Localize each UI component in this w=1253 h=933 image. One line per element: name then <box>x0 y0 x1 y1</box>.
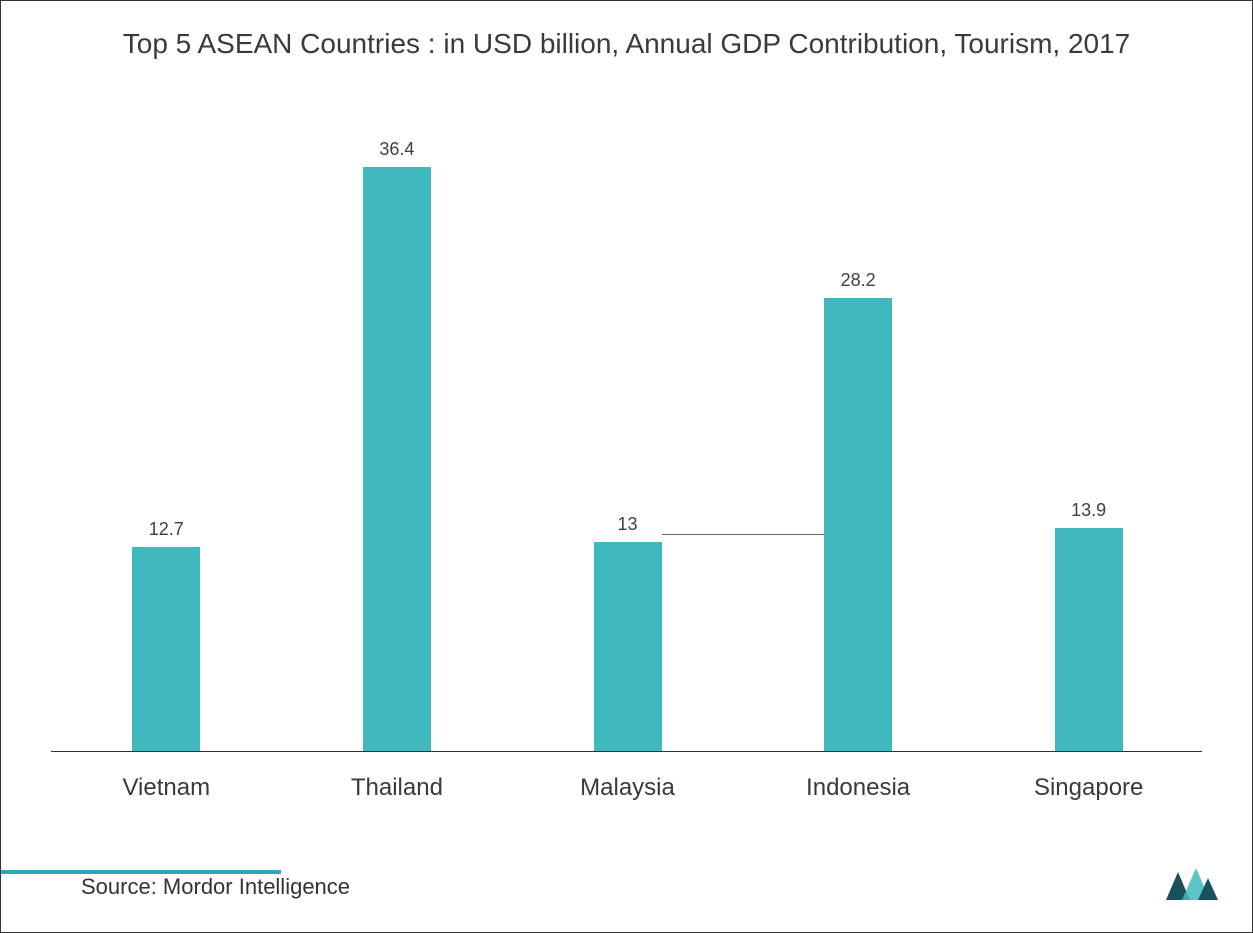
bar-value-label: 36.4 <box>327 139 467 160</box>
bar-value-label: 12.7 <box>96 519 236 540</box>
bar-value-label: 13 <box>558 514 698 535</box>
x-label-thailand: Thailand <box>297 774 497 802</box>
source-attribution: Source: Mordor Intelligence <box>81 874 350 900</box>
x-axis-labels: Vietnam Thailand Malaysia Indonesia Singapor… <box>51 762 1202 812</box>
x-label-malaysia: Malaysia <box>528 774 728 802</box>
chart-area: 12.7 36.4 13 28.2 13.9 Vietnam Thailand Malays… <box>51 141 1202 812</box>
bar-value-label: 28.2 <box>788 270 928 291</box>
bar-singapore: 13.9 <box>1055 528 1123 751</box>
bar-thailand: 36.4 <box>363 167 431 751</box>
chart-container: Top 5 ASEAN Countries : in USD billion, … <box>0 0 1253 933</box>
bar-vietnam: 12.7 <box>132 547 200 751</box>
overlay-line <box>662 534 825 535</box>
brand-logo-icon <box>1162 864 1222 904</box>
bar-value-label: 13.9 <box>1019 500 1159 521</box>
x-label-indonesia: Indonesia <box>758 774 958 802</box>
plot-region: 12.7 36.4 13 28.2 13.9 <box>51 141 1202 752</box>
bar-malaysia: 13 <box>594 542 662 751</box>
bar-indonesia: 28.2 <box>824 298 892 751</box>
x-label-singapore: Singapore <box>989 774 1189 802</box>
x-label-vietnam: Vietnam <box>66 774 266 802</box>
chart-title: Top 5 ASEAN Countries : in USD billion, … <box>1 1 1252 62</box>
